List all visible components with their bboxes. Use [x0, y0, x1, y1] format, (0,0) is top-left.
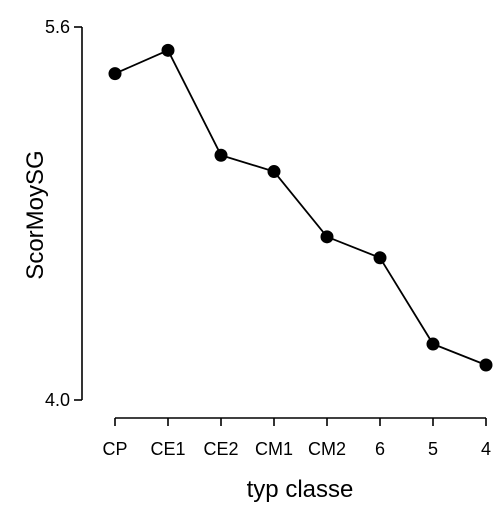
- data-point: [426, 337, 440, 351]
- y-axis-title: ScorMoySG: [22, 150, 49, 279]
- data-point: [108, 67, 122, 81]
- data-point: [214, 148, 228, 162]
- x-tick-label: 6: [375, 439, 385, 459]
- x-tick-label: 5: [428, 439, 438, 459]
- y-tick-label: 5.6: [45, 17, 70, 37]
- data-point: [161, 43, 175, 57]
- x-tick-label: CM2: [308, 439, 346, 459]
- data-point: [267, 165, 281, 179]
- x-tick-label: 4: [481, 439, 491, 459]
- x-axis-title: typ classe: [247, 476, 354, 503]
- series-group: [108, 43, 493, 372]
- data-point: [373, 251, 387, 265]
- x-tick-label: CE1: [150, 439, 185, 459]
- y-tick-label: 4.0: [45, 390, 70, 410]
- x-tick-label: CM1: [255, 439, 293, 459]
- series-line: [114, 49, 487, 366]
- y-axis: 4.0 5.6: [45, 17, 83, 410]
- x-tick-label: CE2: [203, 439, 238, 459]
- x-tick-label: CP: [102, 439, 127, 459]
- data-point: [320, 230, 334, 244]
- data-point: [479, 358, 493, 372]
- x-axis: CP CE1 CE2 CM1 CM2 6 5 4: [102, 417, 491, 459]
